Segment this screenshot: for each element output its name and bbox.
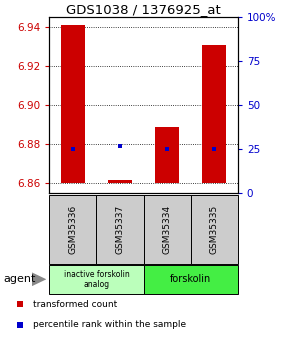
Bar — [96, 195, 144, 264]
Text: GSM35336: GSM35336 — [68, 205, 77, 254]
Text: percentile rank within the sample: percentile rank within the sample — [33, 321, 186, 329]
Bar — [202, 45, 226, 184]
Text: GSM35335: GSM35335 — [210, 205, 219, 254]
Polygon shape — [32, 273, 46, 286]
Bar — [191, 195, 238, 264]
Bar — [108, 179, 132, 184]
Text: GSM35337: GSM35337 — [115, 205, 124, 254]
Text: agent: agent — [3, 274, 35, 284]
Text: GSM35334: GSM35334 — [163, 205, 172, 254]
Bar — [144, 265, 238, 294]
Bar — [49, 195, 96, 264]
Title: GDS1038 / 1376925_at: GDS1038 / 1376925_at — [66, 3, 221, 16]
Text: forskolin: forskolin — [170, 274, 211, 284]
Text: transformed count: transformed count — [33, 300, 117, 309]
Bar — [144, 195, 191, 264]
Bar — [61, 25, 85, 184]
Bar — [49, 265, 144, 294]
Bar — [155, 127, 179, 184]
Text: inactive forskolin
analog: inactive forskolin analog — [64, 269, 129, 289]
